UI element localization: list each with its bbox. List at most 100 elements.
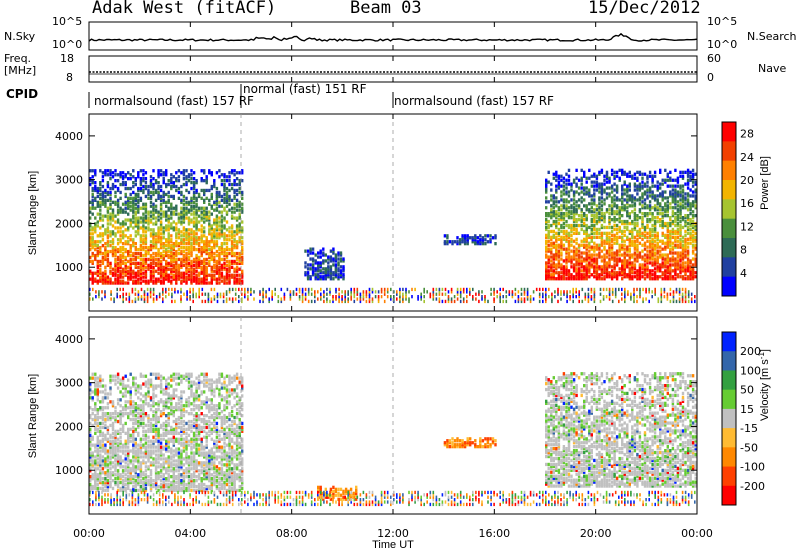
range-cell	[690, 292, 693, 296]
range-cell	[626, 202, 629, 206]
range-cell	[626, 273, 629, 277]
range-cell	[679, 223, 682, 228]
range-cell	[162, 226, 165, 230]
range-cell	[132, 240, 135, 244]
range-cell	[298, 287, 301, 292]
range-cell	[621, 261, 624, 265]
range-cell	[694, 206, 697, 210]
range-cell	[686, 237, 690, 241]
range-cell	[691, 267, 695, 271]
range-cell	[552, 229, 555, 234]
range-cell	[238, 299, 240, 304]
range-cell	[197, 255, 201, 260]
range-cell	[218, 257, 221, 262]
range-cell	[575, 182, 578, 186]
range-cell	[610, 204, 614, 208]
range-cell	[182, 208, 186, 212]
range-cell	[96, 453, 99, 457]
range-cell	[560, 271, 563, 275]
range-cell	[190, 204, 193, 208]
range-cell	[626, 212, 629, 216]
range-cell	[432, 292, 435, 296]
range-cell	[638, 198, 642, 202]
range-cell	[368, 292, 371, 296]
range-cell	[610, 184, 614, 188]
range-cell	[91, 188, 94, 193]
range-cell	[565, 261, 568, 265]
range-cell	[613, 273, 616, 277]
range-cell	[335, 295, 337, 299]
range-cell	[162, 257, 165, 262]
range-cell	[555, 245, 558, 249]
range-cell	[469, 287, 471, 292]
range-cell	[681, 245, 685, 249]
range-cell	[572, 290, 574, 294]
range-cell	[610, 245, 614, 249]
range-cell	[106, 214, 110, 218]
range-cell	[121, 267, 125, 271]
range-cell	[324, 271, 327, 275]
range-cell	[111, 200, 115, 204]
range-cell	[159, 281, 163, 285]
range-cell	[684, 216, 687, 220]
range-cell	[653, 259, 657, 263]
range-cell	[674, 267, 677, 271]
range-cell	[235, 269, 239, 273]
range-cell	[661, 208, 664, 212]
range-cell	[447, 295, 450, 299]
range-cell	[618, 245, 621, 249]
range-cell	[182, 212, 186, 216]
range-cell	[165, 171, 168, 175]
range-cell	[671, 263, 675, 267]
range-cell	[623, 233, 626, 237]
range-cell	[324, 275, 327, 279]
range-cell	[554, 295, 556, 299]
range-cell	[170, 263, 173, 267]
range-cell	[218, 247, 221, 252]
range-cell	[235, 261, 239, 265]
range-cell	[651, 216, 654, 220]
range-cell	[613, 267, 616, 271]
range-cell	[311, 265, 315, 269]
range-cell	[306, 275, 310, 279]
range-cell	[139, 186, 143, 191]
range-cell	[646, 259, 649, 263]
range-cell	[572, 277, 576, 281]
range-cell	[190, 259, 193, 264]
range-cell	[615, 263, 619, 267]
range-cell	[180, 271, 183, 275]
range-cell	[233, 202, 236, 206]
range-cell	[550, 255, 553, 259]
range-cell	[471, 238, 474, 242]
range-cell	[593, 259, 596, 263]
range-cell	[106, 437, 110, 441]
range-cell	[405, 290, 407, 294]
range-cell	[187, 236, 191, 240]
range-cell	[137, 295, 140, 299]
range-cell	[608, 265, 611, 269]
range-cell	[132, 244, 135, 248]
range-cell	[514, 287, 517, 292]
range-cell	[187, 210, 191, 214]
range-cell	[648, 245, 652, 249]
range-cell	[408, 290, 410, 294]
range-cell	[91, 477, 94, 481]
range-cell	[429, 292, 432, 296]
range-cell	[215, 190, 219, 195]
range-cell	[190, 273, 193, 277]
range-cell	[152, 281, 155, 285]
range-cell	[165, 228, 168, 232]
range-cell	[96, 394, 99, 398]
range-cell	[610, 200, 614, 204]
range-cell	[593, 287, 596, 292]
range-cell	[456, 236, 459, 240]
range-cell	[165, 261, 168, 265]
range-cell	[134, 299, 137, 304]
range-cell	[119, 275, 122, 279]
range-cell	[577, 269, 581, 273]
range-cell	[654, 292, 656, 296]
range-cell	[441, 287, 444, 292]
range-cell	[656, 269, 659, 273]
range-cell	[545, 239, 548, 243]
range-cell	[119, 279, 122, 283]
